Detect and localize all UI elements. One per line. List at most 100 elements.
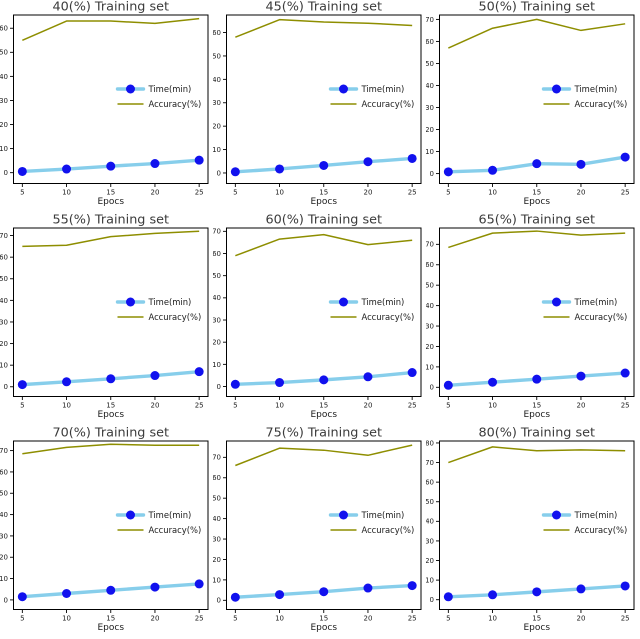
chart-title: 70(%) Training set <box>52 426 169 441</box>
chart-title: 75(%) Training set <box>265 426 382 441</box>
x-tick-label: 5 <box>20 615 24 623</box>
legend: Time(min) Accuracy(%) <box>115 84 201 109</box>
time-marker <box>275 164 285 174</box>
y-tick-label: 20 <box>213 339 221 347</box>
x-tick-label: 10 <box>488 615 497 623</box>
time-marker <box>230 379 240 389</box>
y-tick-label: 20 <box>0 340 8 348</box>
accuracy-series-line <box>235 444 413 467</box>
time-marker <box>150 159 160 169</box>
time-marker <box>230 167 240 177</box>
y-tick-label: 20 <box>426 126 434 134</box>
legend-time-label: Time(min) <box>148 297 192 307</box>
y-tick-label: 10 <box>426 363 434 371</box>
y-tick-label: 30 <box>213 316 221 324</box>
chart-title: 50(%) Training set <box>478 0 595 15</box>
time-marker <box>620 152 630 162</box>
legend-time-label: Time(min) <box>574 297 618 307</box>
legend-accuracy-label: Accuracy(%) <box>362 312 415 322</box>
x-tick-label: 15 <box>106 402 115 410</box>
x-tick-label: 20 <box>150 615 159 623</box>
x-tick-label: 5 <box>233 615 237 623</box>
x-tick-label: 5 <box>446 402 450 410</box>
y-tick-label: 0 <box>4 169 8 177</box>
time-marker <box>576 371 586 381</box>
y-tick-label: 40 <box>0 73 8 81</box>
x-tick-label: 5 <box>446 189 450 197</box>
time-marker <box>62 164 72 174</box>
x-tick-label: 15 <box>106 189 115 197</box>
time-marker <box>106 374 116 384</box>
legend-accuracy-label: Accuracy(%) <box>149 312 202 322</box>
x-tick-label: 15 <box>106 615 115 623</box>
y-tick-label: 0 <box>217 383 221 391</box>
time-marker <box>488 165 498 175</box>
y-tick-label: 80 <box>426 439 434 447</box>
y-tick-label: 40 <box>0 511 8 519</box>
time-marker <box>106 161 116 171</box>
time-marker <box>319 375 329 385</box>
time-marker <box>532 587 542 597</box>
time-marker <box>230 592 240 602</box>
x-tick-label: 15 <box>532 402 541 410</box>
y-tick-label: 40 <box>213 515 221 523</box>
chart-canvas: 60(%) Training set 0 10 20 30 40 50 60 70 5 10 15 20… <box>213 213 422 420</box>
subplot-6: 65(%) Training set 0 10 20 30 40 50 60 70 5 10 15 20… <box>426 213 640 426</box>
subplot-1: 40(%) Training set 0 10 20 30 40 50 60 5 10 15 20 25… <box>0 0 213 213</box>
time-marker <box>407 581 417 591</box>
x-tick-label: 15 <box>319 615 328 623</box>
time-marker <box>363 372 373 382</box>
accuracy-series-line <box>448 446 626 464</box>
y-tick-label: 30 <box>426 322 434 330</box>
time-marker <box>275 590 285 600</box>
subplot-2: 45(%) Training set 0 10 20 30 40 50 60 5 10 15 20 25… <box>213 0 426 213</box>
y-tick-label: 10 <box>0 362 8 370</box>
legend: Time(min) Accuracy(%) <box>541 510 627 535</box>
y-tick-label: 60 <box>0 254 8 262</box>
legend-accuracy-label: Accuracy(%) <box>362 99 415 109</box>
y-tick-label: 30 <box>426 104 434 112</box>
x-tick-label: 20 <box>150 402 159 410</box>
y-tick-label: 70 <box>426 16 434 24</box>
legend: Time(min) Accuracy(%) <box>115 297 202 322</box>
y-tick-label: 0 <box>4 383 8 391</box>
time-marker <box>488 590 498 600</box>
x-tick-label: 10 <box>62 402 71 410</box>
y-tick-label: 50 <box>0 275 8 283</box>
legend-accuracy-label: Accuracy(%) <box>575 312 628 322</box>
y-tick-label: 10 <box>213 576 221 584</box>
y-tick-label: 70 <box>426 241 434 249</box>
y-tick-label: 10 <box>0 575 8 583</box>
time-marker <box>407 368 417 378</box>
x-tick-label: 25 <box>195 189 204 197</box>
y-tick-label: 50 <box>213 495 221 503</box>
time-marker <box>194 155 204 165</box>
y-tick-label: 50 <box>213 52 221 60</box>
y-tick-label: 50 <box>0 490 8 498</box>
time-marker <box>443 167 453 177</box>
y-tick-label: 10 <box>426 577 434 585</box>
time-marker <box>62 377 72 387</box>
chart-canvas: 65(%) Training set 0 10 20 30 40 50 60 70 5 10 15 20… <box>426 213 635 420</box>
x-tick-label: 10 <box>275 402 284 410</box>
legend-time-marker <box>126 84 135 94</box>
time-marker <box>443 380 453 390</box>
x-tick-label: 15 <box>319 189 328 197</box>
time-marker <box>576 159 586 169</box>
chart-title: 55(%) Training set <box>52 213 169 228</box>
y-tick-label: 60 <box>213 474 221 482</box>
x-tick-label: 20 <box>363 189 372 197</box>
legend-time-marker <box>339 84 348 94</box>
accuracy-series-line <box>448 230 626 249</box>
legend-time-marker <box>552 84 561 94</box>
chart-title: 80(%) Training set <box>478 426 595 441</box>
y-tick-label: 40 <box>0 297 8 305</box>
x-tick-label: 15 <box>532 615 541 623</box>
legend: Time(min) Accuracy(%) <box>115 510 201 535</box>
y-tick-label: 50 <box>426 282 434 290</box>
legend-time-marker <box>126 510 135 520</box>
subplot-8: 75(%) Training set 0 10 20 30 40 50 60 70 5 10 15 20… <box>213 426 426 639</box>
x-tick-label: 10 <box>488 402 497 410</box>
y-tick-label: 40 <box>213 76 221 84</box>
legend-time-label: Time(min) <box>148 510 192 520</box>
